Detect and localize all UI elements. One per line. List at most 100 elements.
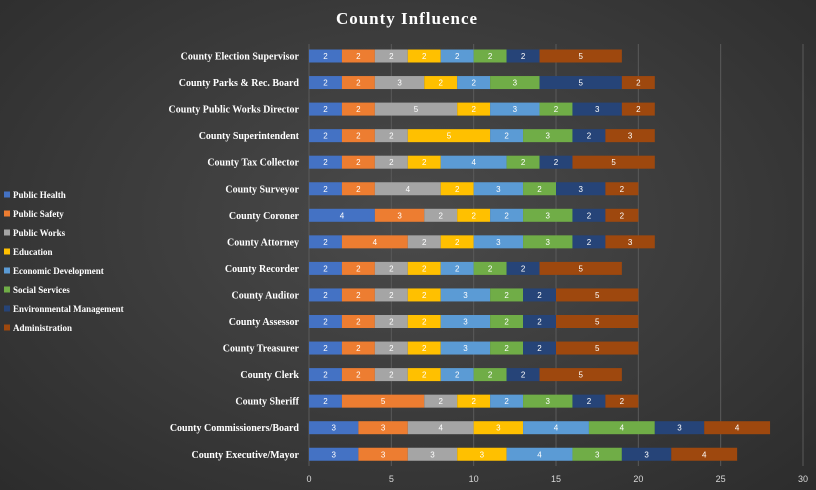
bar-segment [309, 288, 342, 302]
bar-segment [374, 182, 441, 196]
data-label: 2 [504, 291, 509, 300]
data-label: 4 [340, 211, 345, 220]
data-label: 2 [537, 344, 542, 353]
bar-segment [407, 235, 441, 249]
category-labels: County Election Supervisor County Parks &… [169, 52, 300, 461]
legend-swatch [4, 210, 10, 217]
bar-segment [374, 49, 408, 63]
data-label: 3 [595, 105, 600, 114]
legend-label: Environmental Management [13, 304, 124, 314]
x-tick-label: 30 [798, 474, 808, 484]
legend-label: Education [13, 247, 53, 257]
data-label: 3 [331, 424, 336, 433]
bar-segment [490, 288, 524, 302]
bar-segment [605, 182, 639, 196]
data-label: 2 [587, 132, 592, 141]
bar-segment [605, 235, 655, 249]
bar-segment [506, 447, 573, 461]
x-tick-label: 15 [551, 474, 561, 484]
bar-segment [572, 102, 622, 116]
data-label: 2 [636, 105, 641, 114]
data-label: 4 [439, 424, 444, 433]
bar-segment [621, 76, 655, 90]
data-label: 2 [439, 211, 444, 220]
data-label: 3 [513, 79, 518, 88]
bar-segment [374, 315, 408, 328]
bar-segment [374, 76, 425, 90]
data-label: 2 [537, 318, 542, 327]
x-tick-label: 25 [716, 474, 726, 484]
bar-segment [341, 102, 375, 116]
data-label: 2 [356, 318, 361, 327]
data-label: 3 [397, 211, 402, 220]
bar-segment [374, 208, 425, 222]
bars: 2 2 2 2 2 2 2 5 2 2 3 2 2 3 5 2 2 2 5 2 3 2 3 2 2 2 2 5 2 3 2 3 2 2 2 2 4 2 2 5… [309, 49, 771, 461]
bar-segment [621, 447, 672, 461]
data-label: 3 [546, 211, 551, 220]
data-label: 2 [636, 79, 641, 88]
category-label: County Clerk [240, 370, 299, 381]
data-label: 2 [389, 132, 394, 141]
category-label: County Sheriff [235, 397, 299, 408]
bar-segment [572, 235, 606, 249]
data-label: 2 [521, 158, 526, 167]
bar-segment [473, 421, 524, 435]
bar-segment [605, 129, 655, 143]
data-label: 2 [455, 185, 460, 194]
legend: Public Health Public Safety Public Works Ed… [4, 190, 124, 333]
data-label: 2 [504, 397, 509, 406]
bar-segment [572, 447, 622, 461]
legend-label: Public Works [13, 228, 66, 238]
bar-segment [309, 182, 342, 196]
bar-segment [440, 235, 474, 249]
data-label: 3 [628, 132, 633, 141]
category-label: County Surveyor [225, 184, 299, 195]
data-label: 2 [504, 318, 509, 327]
data-label: 2 [422, 264, 427, 273]
data-label: 2 [323, 238, 328, 247]
bar-segment [473, 235, 524, 249]
bar-segment [556, 288, 639, 302]
data-label: 3 [381, 450, 386, 459]
x-tick-label: 0 [306, 474, 311, 484]
data-label: 5 [595, 344, 600, 353]
data-label: 3 [463, 344, 468, 353]
bar-segment [358, 447, 408, 461]
bar-segment [457, 102, 491, 116]
bar-segment [440, 341, 491, 355]
bar-segment [457, 208, 491, 222]
bar-segment [523, 421, 589, 435]
bar-segment [309, 368, 342, 382]
data-label: 5 [578, 79, 583, 88]
data-label: 2 [323, 344, 328, 353]
data-label: 5 [611, 158, 616, 167]
bar-segment [407, 49, 441, 63]
data-label: 2 [323, 52, 328, 61]
data-label: 2 [521, 371, 526, 380]
bar-segment [341, 49, 375, 63]
bar-segment [407, 315, 441, 328]
bar-segment [374, 341, 408, 355]
data-label: 3 [496, 238, 501, 247]
bar-segment [473, 182, 524, 196]
bar-segment [506, 49, 540, 63]
data-label: 2 [389, 291, 394, 300]
bar-segment [523, 288, 556, 302]
data-label: 3 [546, 238, 551, 247]
bar-segment [341, 341, 375, 355]
bar-segment [341, 315, 375, 328]
bar-segment [572, 394, 606, 408]
bar-segment [605, 208, 639, 222]
data-label: 2 [323, 371, 328, 380]
data-label: 4 [620, 424, 625, 433]
bar-segment [309, 102, 342, 116]
legend-label: Public Health [13, 190, 66, 200]
data-label: 2 [471, 79, 476, 88]
bar-segment [490, 315, 524, 328]
bar-segment [572, 129, 606, 143]
bar-segment [523, 182, 556, 196]
data-label: 2 [389, 52, 394, 61]
data-label: 2 [422, 52, 427, 61]
category-label: County Superintendent [199, 131, 300, 142]
